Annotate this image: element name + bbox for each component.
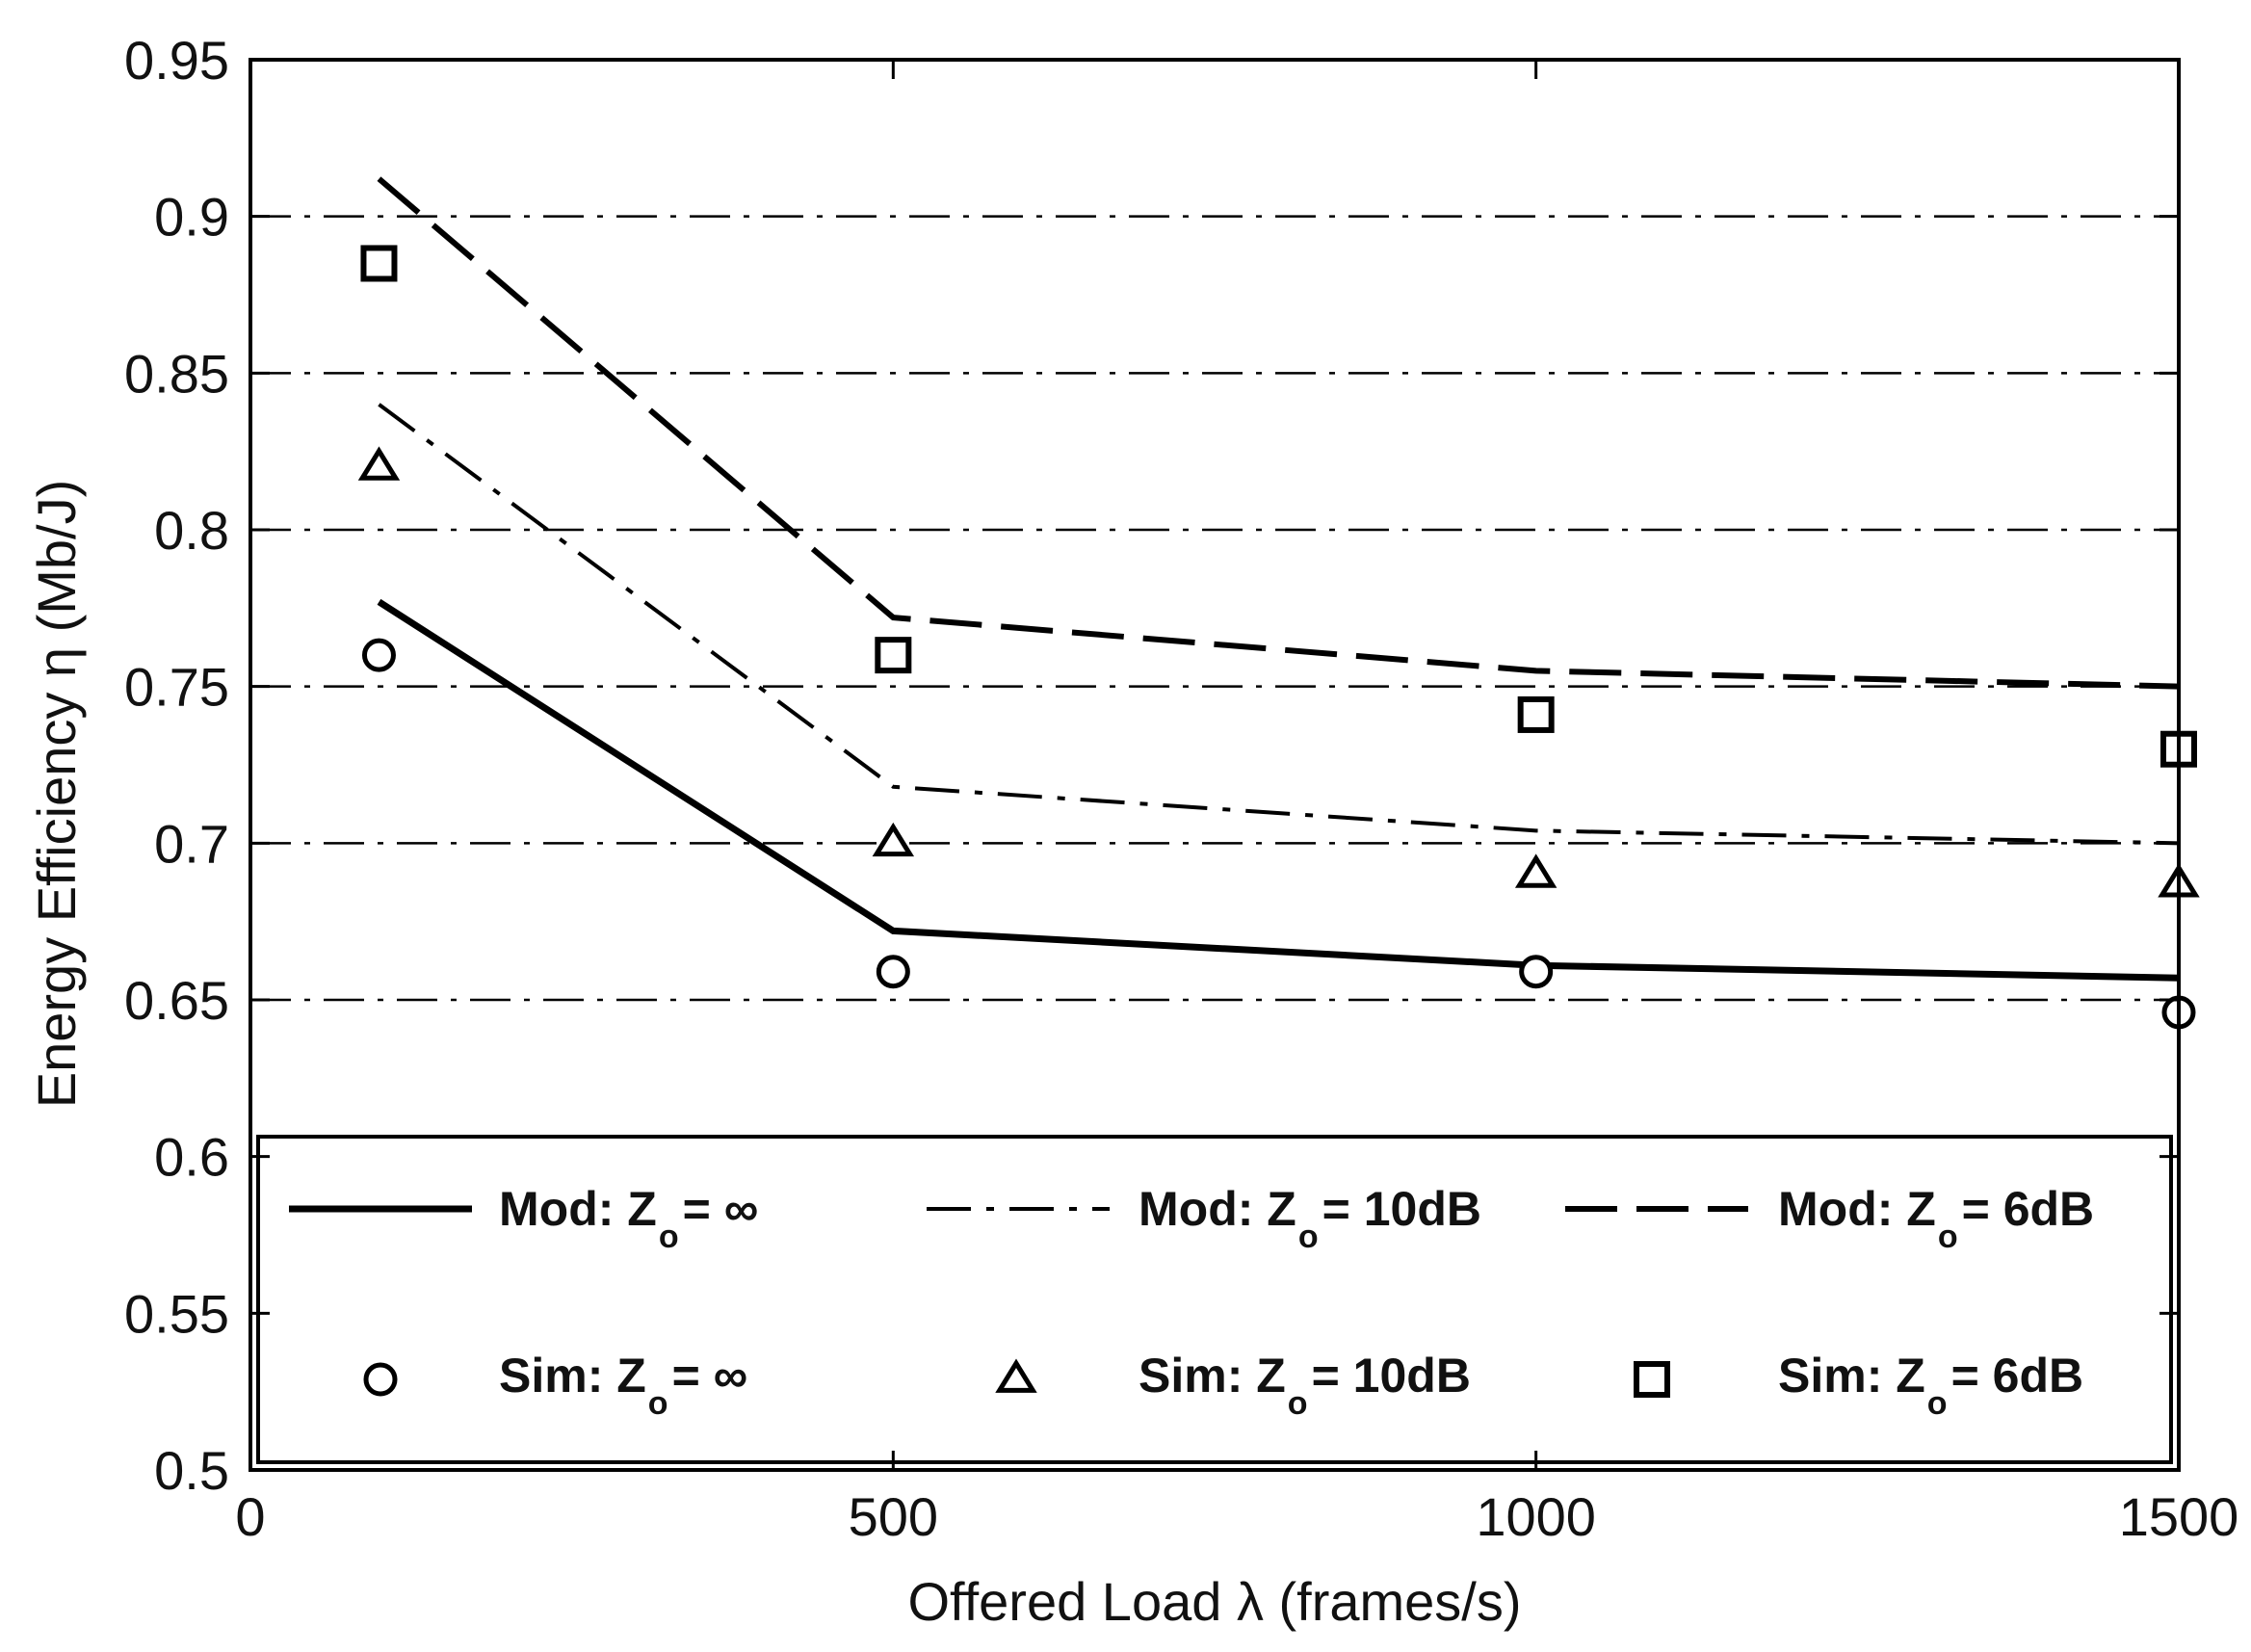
legend-symbol-5 [1634, 1361, 1670, 1398]
x-tick-label-2: 1000 [1476, 1486, 1596, 1547]
series-lines [377, 176, 2180, 982]
legend-label-prefix-1: Mod: Z [1139, 1182, 1296, 1236]
x-tick-label-3: 1500 [2119, 1486, 2239, 1547]
y-tick-label-0: 0.5 [154, 1440, 229, 1501]
legend-entry-0: Mod: Zo = ∞ [289, 1182, 758, 1255]
plot-frame [249, 58, 2181, 1472]
series-3-point-2 [1519, 955, 1554, 989]
legend-entry-3: Sim: Zo = ∞ [363, 1349, 748, 1422]
legend-label-prefix-3: Sim: Z [499, 1349, 646, 1403]
legend-entry-1: Mod: Zo = 10dB [927, 1182, 1481, 1255]
legend-label-prefix-5: Sim: Z [1778, 1349, 1925, 1403]
series-4-point-1 [872, 822, 915, 857]
series-5-point-1 [875, 637, 912, 674]
legend-entry-4: Sim: Zo = 10dB [995, 1349, 1471, 1422]
legend-label-sub-3: o [648, 1385, 668, 1422]
legend-label-sub-2: o [1938, 1219, 1958, 1255]
legend-symbol-4 [995, 1358, 1037, 1393]
series-3-point-1 [876, 955, 910, 989]
series-0-line [377, 598, 2180, 982]
legend-label-suffix-5: = 6dB [1951, 1349, 2084, 1403]
legend-label-prefix-4: Sim: Z [1139, 1349, 1286, 1403]
legend-label-sub-1: o [1298, 1219, 1319, 1255]
legend-label-sub-4: o [1288, 1385, 1308, 1422]
x-tick-label-0: 0 [235, 1486, 265, 1547]
legend-box [256, 1135, 2173, 1464]
y-axis-label: Energy Efficiency η (Mb/J) [26, 480, 87, 1109]
legend-label-suffix-1: = 10dB [1322, 1182, 1481, 1236]
legend-symbol-3 [363, 1362, 398, 1397]
y-tick-label-6: 0.8 [154, 500, 229, 561]
series-5-point-2 [1517, 695, 1555, 733]
legend-label-suffix-4: = 10dB [1312, 1349, 1471, 1403]
legend-label-suffix-0: = ∞ [683, 1182, 759, 1236]
legend-label-suffix-2: = 6dB [1962, 1182, 2095, 1236]
y-tick-label-8: 0.9 [154, 187, 229, 248]
y-tick-label-1: 0.55 [124, 1283, 229, 1344]
legend: Mod: Zo = ∞ Mod: Zo = 10dB Mod: Zo = 6dBSi… [256, 1135, 2173, 1464]
y-tick-label-5: 0.75 [124, 657, 229, 718]
y-tick-label-4: 0.7 [154, 813, 229, 874]
x-axis-label: Offered Load λ (frames/s) [908, 1571, 1522, 1632]
series-1-line [378, 403, 2180, 846]
series-2-line [377, 176, 2180, 690]
series-3-point-0 [361, 638, 396, 672]
legend-label-sub-0: o [659, 1219, 679, 1255]
series-4-point-0 [357, 446, 401, 481]
legend-entry-5: Sim: Zo = 6dB [1634, 1349, 2084, 1422]
legend-entry-2: Mod: Zo = 6dB [1565, 1182, 2094, 1255]
series-markers [357, 245, 2200, 1030]
y-tick-label-7: 0.85 [124, 343, 229, 404]
legend-label-prefix-2: Mod: Z [1778, 1182, 1936, 1236]
series-4-point-2 [1514, 853, 1557, 888]
legend-label-suffix-3: = ∞ [672, 1349, 748, 1403]
y-tick-label-2: 0.6 [154, 1127, 229, 1188]
y-tick-label-3: 0.65 [124, 970, 229, 1031]
x-tick-label-1: 500 [849, 1486, 938, 1547]
axis-ticks: 0.5 0.55 0.6 0.65 0.7 0.75 0.8 0.85 0.9 0.95 0 500 1… [124, 30, 2238, 1547]
y-tick-label-9: 0.95 [124, 30, 229, 91]
legend-label-sub-5: o [1927, 1385, 1948, 1422]
legend-label-prefix-0: Mod: Z [499, 1182, 657, 1236]
series-5-point-0 [360, 245, 398, 282]
